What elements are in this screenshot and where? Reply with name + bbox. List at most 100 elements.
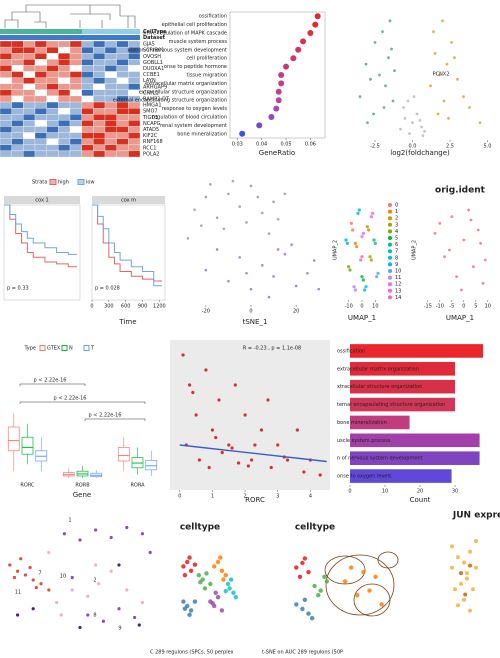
heatmap-cell bbox=[23, 46, 36, 54]
survival-curve bbox=[4, 204, 78, 255]
panel-title: JUN expre bbox=[452, 511, 500, 521]
point bbox=[300, 606, 305, 612]
row-label: POLA2 bbox=[143, 151, 159, 157]
caption: t-SNE on AUC 289 regulons (50P bbox=[262, 650, 343, 656]
point bbox=[369, 258, 373, 262]
point bbox=[223, 573, 228, 578]
heatmap-cell bbox=[23, 65, 36, 72]
heatmap-cell bbox=[0, 71, 12, 78]
heatmap-cell bbox=[11, 65, 24, 72]
heatmap-cell bbox=[58, 83, 71, 90]
point bbox=[188, 568, 194, 573]
point bbox=[297, 574, 303, 579]
heatmap-cell bbox=[46, 138, 59, 145]
point bbox=[208, 581, 213, 587]
legend-label: high bbox=[58, 180, 69, 186]
heatmap-cell bbox=[81, 126, 94, 133]
y-tick-label: cell proliferation bbox=[186, 56, 227, 62]
row-label: DUOXA1 bbox=[143, 66, 164, 72]
y-tick-label: renal system development bbox=[160, 123, 227, 129]
point bbox=[474, 565, 478, 570]
heatmap-cell bbox=[116, 65, 129, 72]
annotation: 9 bbox=[118, 626, 121, 632]
bar bbox=[350, 362, 456, 376]
point bbox=[109, 535, 113, 540]
survival-curve bbox=[92, 204, 163, 287]
heatmap-cell bbox=[104, 138, 117, 145]
heatmap-cell bbox=[11, 101, 24, 109]
point bbox=[197, 458, 201, 462]
heatmap-cell bbox=[81, 53, 94, 60]
point bbox=[306, 271, 309, 275]
annotation: 2 bbox=[93, 578, 96, 584]
legend-swatch bbox=[388, 222, 392, 227]
heatmap-cell bbox=[93, 114, 106, 121]
point bbox=[351, 228, 355, 232]
annotation: 8 bbox=[93, 613, 96, 619]
dot bbox=[278, 72, 285, 78]
y-tick-label: extracellular matrix organization bbox=[145, 81, 227, 87]
point bbox=[227, 192, 230, 196]
heatmap-cell bbox=[81, 108, 94, 115]
heatmap-cell bbox=[58, 120, 71, 127]
point bbox=[469, 218, 473, 222]
heatmap-cell bbox=[93, 120, 106, 127]
heatmap-cell bbox=[0, 89, 12, 97]
x-tick-label: 0 bbox=[348, 489, 351, 495]
x-tick-label: 0.03 bbox=[232, 142, 243, 148]
heatmap-cell bbox=[23, 95, 36, 103]
point bbox=[94, 528, 98, 532]
point bbox=[445, 62, 449, 66]
point bbox=[186, 237, 190, 240]
heatmap-cell bbox=[93, 89, 106, 97]
point bbox=[456, 603, 460, 608]
point bbox=[365, 225, 369, 229]
x-tick-label: 3 bbox=[276, 494, 279, 500]
heatmap-cell bbox=[69, 138, 82, 145]
point bbox=[231, 179, 235, 183]
x-tick-label: 10 bbox=[372, 304, 378, 310]
heatmap-cell bbox=[81, 150, 94, 158]
point bbox=[97, 582, 101, 586]
x-axis-title: tSNE_1 bbox=[243, 318, 268, 326]
dot bbox=[275, 97, 282, 104]
y-tick-label: bone mineralization bbox=[177, 131, 227, 137]
point bbox=[355, 245, 359, 249]
point bbox=[140, 532, 144, 536]
x-tick-label: RORA bbox=[130, 483, 145, 489]
heatmap-cell bbox=[0, 126, 12, 133]
x-tick-label: 20 bbox=[293, 309, 299, 315]
heatmap-cell bbox=[93, 150, 106, 158]
x-tick-label: -20 bbox=[202, 309, 210, 315]
bar bbox=[350, 397, 456, 412]
legend-label: 0 bbox=[395, 203, 398, 209]
point bbox=[253, 443, 257, 447]
point bbox=[484, 258, 487, 262]
dot bbox=[290, 55, 297, 62]
point bbox=[455, 275, 458, 279]
heatmap-cell bbox=[93, 71, 106, 78]
point bbox=[456, 555, 460, 560]
bar bbox=[350, 451, 480, 465]
point bbox=[101, 619, 105, 623]
heatmap-cell bbox=[116, 71, 129, 78]
heatmap-cell bbox=[69, 65, 82, 72]
heatmap-cell bbox=[11, 89, 24, 97]
annotation: 1 bbox=[68, 518, 71, 524]
point bbox=[196, 573, 201, 578]
point bbox=[215, 559, 221, 565]
point bbox=[295, 428, 299, 432]
box bbox=[21, 436, 34, 455]
point bbox=[353, 288, 357, 292]
point bbox=[269, 465, 273, 470]
y-tick-label: ossification bbox=[199, 14, 227, 20]
point bbox=[459, 571, 463, 576]
x-axis-title: log2(foldchange) bbox=[390, 149, 450, 157]
heatmap-cell bbox=[116, 59, 129, 66]
heatmap-cell bbox=[23, 89, 36, 97]
heatmap-cell bbox=[104, 120, 117, 127]
point bbox=[267, 232, 271, 235]
heatmap-cell bbox=[23, 101, 36, 109]
point bbox=[393, 69, 396, 73]
heatmap-cell bbox=[93, 77, 106, 84]
